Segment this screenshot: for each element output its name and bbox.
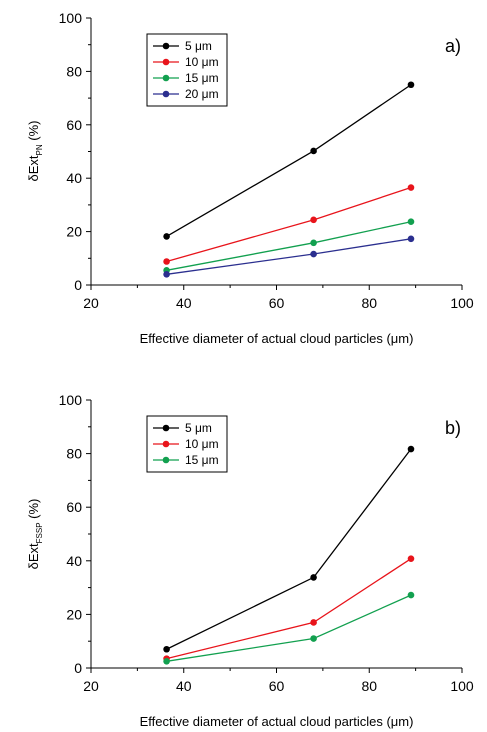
y-axis-title-unit: (%) xyxy=(26,499,41,523)
y-axis-title-unit: (%) xyxy=(26,121,41,145)
y-tick-label: 100 xyxy=(59,392,83,408)
data-point xyxy=(310,635,317,642)
data-point xyxy=(407,184,415,191)
x-axis-title: Effective diameter of actual cloud parti… xyxy=(140,714,414,729)
y-tick-label: 20 xyxy=(66,224,82,240)
legend-label: 5 μm xyxy=(185,421,212,435)
series-line-4 xyxy=(166,238,412,275)
legend-swatch-marker xyxy=(162,424,170,432)
x-tick-label: 80 xyxy=(361,678,377,694)
data-point xyxy=(310,216,317,224)
y-tick-label: 40 xyxy=(66,170,82,186)
data-point xyxy=(310,147,317,155)
data-point xyxy=(407,445,415,453)
data-point xyxy=(163,658,170,665)
data-point xyxy=(407,218,415,226)
data-point xyxy=(163,645,170,653)
legend-swatch-marker xyxy=(162,90,170,98)
data-point xyxy=(407,235,415,243)
y-tick-label: 100 xyxy=(59,10,83,26)
data-point xyxy=(407,81,415,89)
y-tick-label: 60 xyxy=(66,499,82,515)
x-tick-label: 60 xyxy=(269,295,285,311)
data-point xyxy=(407,555,415,562)
x-tick-label: 20 xyxy=(83,678,99,694)
series-line-1 xyxy=(166,84,412,237)
data-point xyxy=(310,250,317,258)
y-tick-label: 40 xyxy=(66,553,82,569)
legend-label: 15 μm xyxy=(185,71,219,85)
y-axis-title: δExtFSSP (%) xyxy=(26,499,44,570)
x-tick-label: 60 xyxy=(269,678,285,694)
y-axis-title-subscript: PN xyxy=(35,144,44,155)
y-tick-label: 0 xyxy=(74,277,82,293)
y-tick-label: 0 xyxy=(74,660,82,676)
y-tick-label: 80 xyxy=(66,63,82,79)
data-point xyxy=(310,619,317,626)
y-tick-label: 80 xyxy=(66,446,82,462)
data-point xyxy=(310,239,317,247)
data-point xyxy=(163,258,170,265)
legend-swatch-marker xyxy=(162,456,170,464)
legend-label: 15 μm xyxy=(185,453,219,467)
y-tick-label: 60 xyxy=(66,117,82,133)
legend-label: 5 μm xyxy=(185,39,212,53)
legend-label: 10 μm xyxy=(185,55,219,69)
series-line-2 xyxy=(166,558,412,660)
x-tick-label: 40 xyxy=(176,678,192,694)
panel-label: a) xyxy=(445,36,461,56)
series-line-1 xyxy=(166,448,412,650)
x-tick-label: 20 xyxy=(83,295,99,311)
data-point xyxy=(163,233,170,240)
y-axis-title-main: δExt xyxy=(26,155,41,181)
x-axis-title: Effective diameter of actual cloud parti… xyxy=(140,331,414,346)
legend-label: 10 μm xyxy=(185,437,219,451)
y-tick-label: 20 xyxy=(66,606,82,622)
legend-label: 20 μm xyxy=(185,87,219,101)
legend-swatch-marker xyxy=(162,74,170,82)
x-tick-label: 40 xyxy=(176,295,192,311)
y-axis-title-subscript: FSSP xyxy=(35,522,44,543)
x-tick-label: 80 xyxy=(361,295,377,311)
x-tick-label: 100 xyxy=(450,295,474,311)
y-axis-title-main: δExt xyxy=(26,543,41,569)
legend-swatch-marker xyxy=(162,440,170,448)
legend-swatch-marker xyxy=(162,58,170,66)
series-line-3 xyxy=(166,221,412,271)
data-point xyxy=(407,591,415,599)
data-point xyxy=(310,574,317,581)
y-axis-title: δExtPN (%) xyxy=(26,121,44,182)
x-tick-label: 100 xyxy=(450,678,474,694)
panel-label: b) xyxy=(445,418,461,438)
legend-swatch-marker xyxy=(162,42,170,50)
series-line-2 xyxy=(166,186,412,263)
data-point xyxy=(163,271,170,278)
